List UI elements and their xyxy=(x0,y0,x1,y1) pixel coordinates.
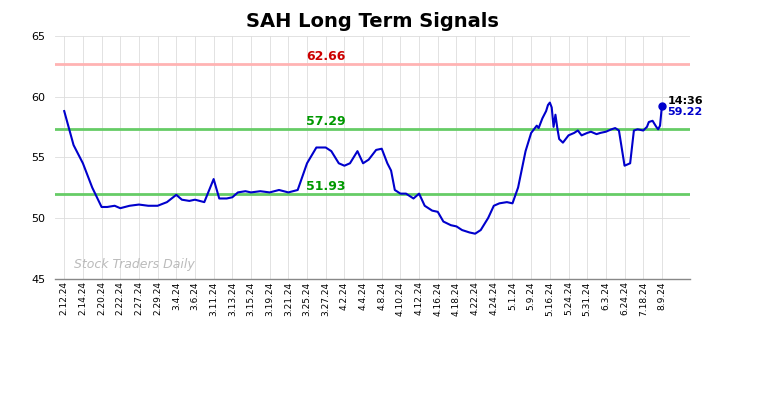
Text: 57.29: 57.29 xyxy=(306,115,346,128)
Text: 51.93: 51.93 xyxy=(306,180,346,193)
Title: SAH Long Term Signals: SAH Long Term Signals xyxy=(246,12,499,31)
Text: Stock Traders Daily: Stock Traders Daily xyxy=(74,258,194,271)
Text: 62.66: 62.66 xyxy=(306,50,346,63)
Text: 59.22: 59.22 xyxy=(667,107,702,117)
Text: 14:36: 14:36 xyxy=(667,96,703,106)
